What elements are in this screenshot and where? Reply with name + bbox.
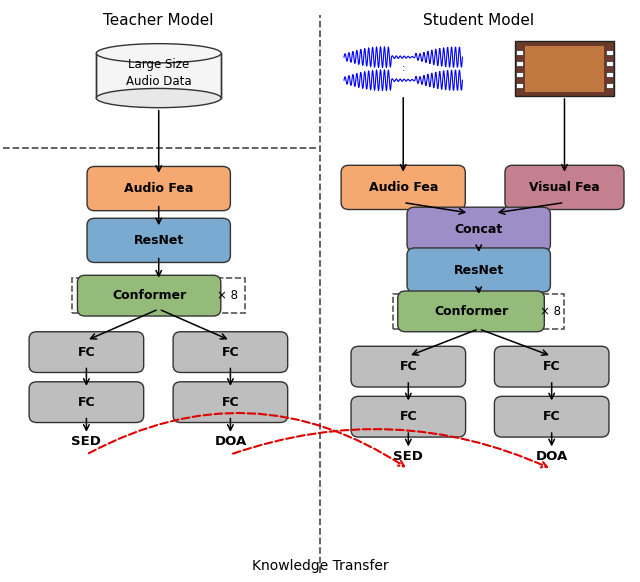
Text: FC: FC bbox=[77, 346, 95, 359]
Bar bbox=[525, 46, 604, 91]
Bar bbox=[516, 72, 524, 77]
Text: Concat: Concat bbox=[454, 223, 503, 236]
Text: ResNet: ResNet bbox=[134, 234, 184, 247]
Text: DOA: DOA bbox=[536, 450, 568, 463]
Text: Visual Fea: Visual Fea bbox=[529, 181, 600, 194]
FancyBboxPatch shape bbox=[87, 166, 230, 211]
FancyBboxPatch shape bbox=[407, 248, 550, 292]
Text: Audio Fea: Audio Fea bbox=[124, 182, 193, 195]
FancyBboxPatch shape bbox=[351, 396, 466, 437]
FancyBboxPatch shape bbox=[351, 346, 466, 387]
FancyBboxPatch shape bbox=[173, 382, 287, 423]
Ellipse shape bbox=[96, 88, 221, 108]
Text: Knowledge Transfer: Knowledge Transfer bbox=[252, 559, 388, 573]
Text: FC: FC bbox=[543, 360, 561, 373]
FancyBboxPatch shape bbox=[173, 332, 287, 372]
Bar bbox=[605, 49, 612, 55]
FancyBboxPatch shape bbox=[87, 218, 230, 262]
Text: SED: SED bbox=[72, 435, 101, 448]
Text: Large Size
Audio Data: Large Size Audio Data bbox=[126, 58, 191, 88]
Text: Teacher Model: Teacher Model bbox=[104, 13, 214, 28]
Text: × 8: × 8 bbox=[540, 305, 561, 318]
Bar bbox=[605, 61, 612, 66]
FancyBboxPatch shape bbox=[494, 346, 609, 387]
Bar bbox=[72, 278, 245, 313]
Bar bbox=[516, 61, 524, 66]
Bar bbox=[515, 41, 614, 96]
FancyBboxPatch shape bbox=[398, 291, 544, 332]
Text: Student Model: Student Model bbox=[423, 13, 534, 28]
FancyBboxPatch shape bbox=[494, 396, 609, 437]
Text: FC: FC bbox=[399, 410, 417, 423]
Text: FC: FC bbox=[221, 396, 239, 409]
Text: × 8: × 8 bbox=[218, 289, 238, 302]
FancyBboxPatch shape bbox=[341, 165, 465, 210]
Bar bbox=[605, 72, 612, 77]
Text: FC: FC bbox=[77, 396, 95, 409]
FancyBboxPatch shape bbox=[505, 165, 624, 210]
Text: Conformer: Conformer bbox=[112, 289, 186, 302]
Text: FC: FC bbox=[221, 346, 239, 359]
Text: FC: FC bbox=[543, 410, 561, 423]
Bar bbox=[96, 54, 221, 98]
Text: SED: SED bbox=[394, 450, 423, 463]
Text: DOA: DOA bbox=[214, 435, 246, 448]
FancyBboxPatch shape bbox=[29, 382, 144, 423]
FancyBboxPatch shape bbox=[77, 275, 221, 316]
Text: Conformer: Conformer bbox=[434, 305, 508, 318]
Text: :: : bbox=[401, 62, 405, 73]
Ellipse shape bbox=[96, 44, 221, 63]
Bar bbox=[516, 83, 524, 88]
FancyBboxPatch shape bbox=[29, 332, 144, 372]
Text: FC: FC bbox=[399, 360, 417, 373]
Bar bbox=[516, 49, 524, 55]
Text: Audio Fea: Audio Fea bbox=[369, 181, 438, 194]
FancyBboxPatch shape bbox=[407, 207, 550, 251]
Bar bbox=[393, 294, 564, 329]
Bar bbox=[605, 83, 612, 88]
Text: ResNet: ResNet bbox=[454, 264, 504, 276]
